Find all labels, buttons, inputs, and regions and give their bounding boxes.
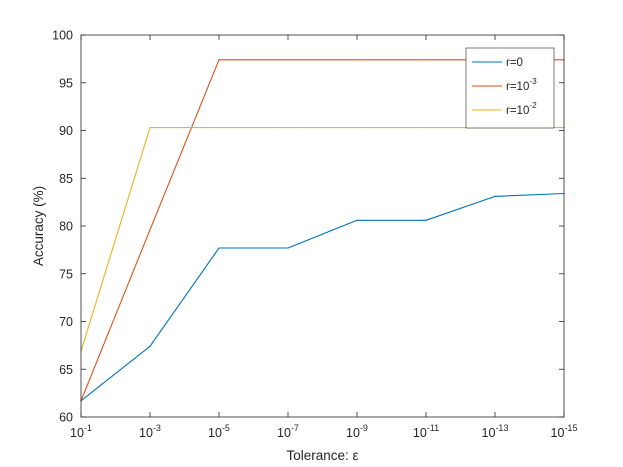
x-tick-label-exponent: -13	[495, 423, 508, 433]
legend: r=0r=10-3r=10-2	[465, 47, 555, 129]
data-point	[149, 345, 151, 347]
x-tick-label-base: 10	[70, 426, 84, 440]
x-tick-label: 10-9	[346, 423, 368, 440]
y-tick-label: 75	[59, 267, 73, 281]
y-tick-label: 70	[59, 315, 73, 329]
x-tick-label: 10-5	[208, 423, 230, 440]
x-tick-label-base: 10	[482, 426, 496, 440]
data-point	[287, 247, 289, 249]
data-point	[425, 219, 427, 221]
y-tick-label: 85	[59, 172, 73, 186]
x-tick-label-base: 10	[208, 426, 222, 440]
y-axis: 60 65 70 75 80 85 90 95 100	[52, 29, 564, 425]
x-tick-label-base: 10	[346, 426, 360, 440]
y-tick-label: 100	[52, 29, 73, 43]
y-tick-label: 65	[59, 363, 73, 377]
data-point	[149, 127, 151, 129]
x-tick-label: 10-15	[551, 423, 578, 440]
data-point	[425, 59, 427, 61]
x-tick-label-base: 10	[551, 426, 565, 440]
x-tick-label-exponent: -3	[153, 423, 161, 433]
legend-label-base: r=0	[506, 57, 523, 69]
x-tick-label-exponent: -1	[84, 423, 92, 433]
data-point	[287, 59, 289, 61]
x-tick-label-base: 10	[413, 426, 427, 440]
x-tick-label-exponent: -7	[291, 423, 299, 433]
data-point	[218, 59, 220, 61]
x-tick-label-exponent: -9	[360, 423, 368, 433]
legend-label-base: r=10	[506, 105, 529, 117]
data-point	[356, 59, 358, 61]
data-point	[356, 127, 358, 129]
y-tick-label: 90	[59, 124, 73, 138]
x-tick-label: 10-13	[482, 423, 509, 440]
legend-label: r=0	[506, 57, 523, 69]
x-axis-title: Tolerance: ε	[286, 448, 358, 463]
y-tick-label: 80	[59, 220, 73, 234]
x-tick-label-base: 10	[277, 426, 291, 440]
data-point	[218, 247, 220, 249]
data-point	[149, 229, 151, 231]
legend-label: r=10-3	[506, 77, 537, 93]
legend-label-exponent: -3	[529, 77, 537, 86]
data-point	[218, 127, 220, 129]
data-point	[356, 219, 358, 221]
y-axis-title: Accuracy (%)	[31, 186, 46, 266]
x-tick-label: 10-11	[413, 423, 439, 440]
x-tick-label-exponent: -11	[427, 423, 439, 433]
data-point	[494, 195, 496, 197]
series-line-0	[80, 192, 565, 402]
x-tick-label: 10-1	[70, 423, 92, 440]
data-point	[425, 127, 427, 129]
legend-label: r=10-2	[506, 101, 537, 117]
legend-label-exponent: -2	[529, 101, 537, 110]
legend-label-base: r=10	[506, 81, 529, 93]
x-tick-label-exponent: -5	[222, 423, 230, 433]
y-tick-label: 95	[59, 76, 73, 90]
legend-box	[465, 47, 555, 129]
x-tick-label-base: 10	[139, 426, 153, 440]
x-tick-label-exponent: -15	[564, 423, 577, 433]
data-point	[287, 127, 289, 129]
x-tick-label: 10-7	[277, 423, 299, 440]
x-tick-label: 10-3	[139, 423, 161, 440]
y-tick-label: 60	[59, 411, 73, 425]
x-axis: 10-1 10-3 10-5 10-7 10-9 10-11 10-13 10-15	[70, 35, 577, 440]
